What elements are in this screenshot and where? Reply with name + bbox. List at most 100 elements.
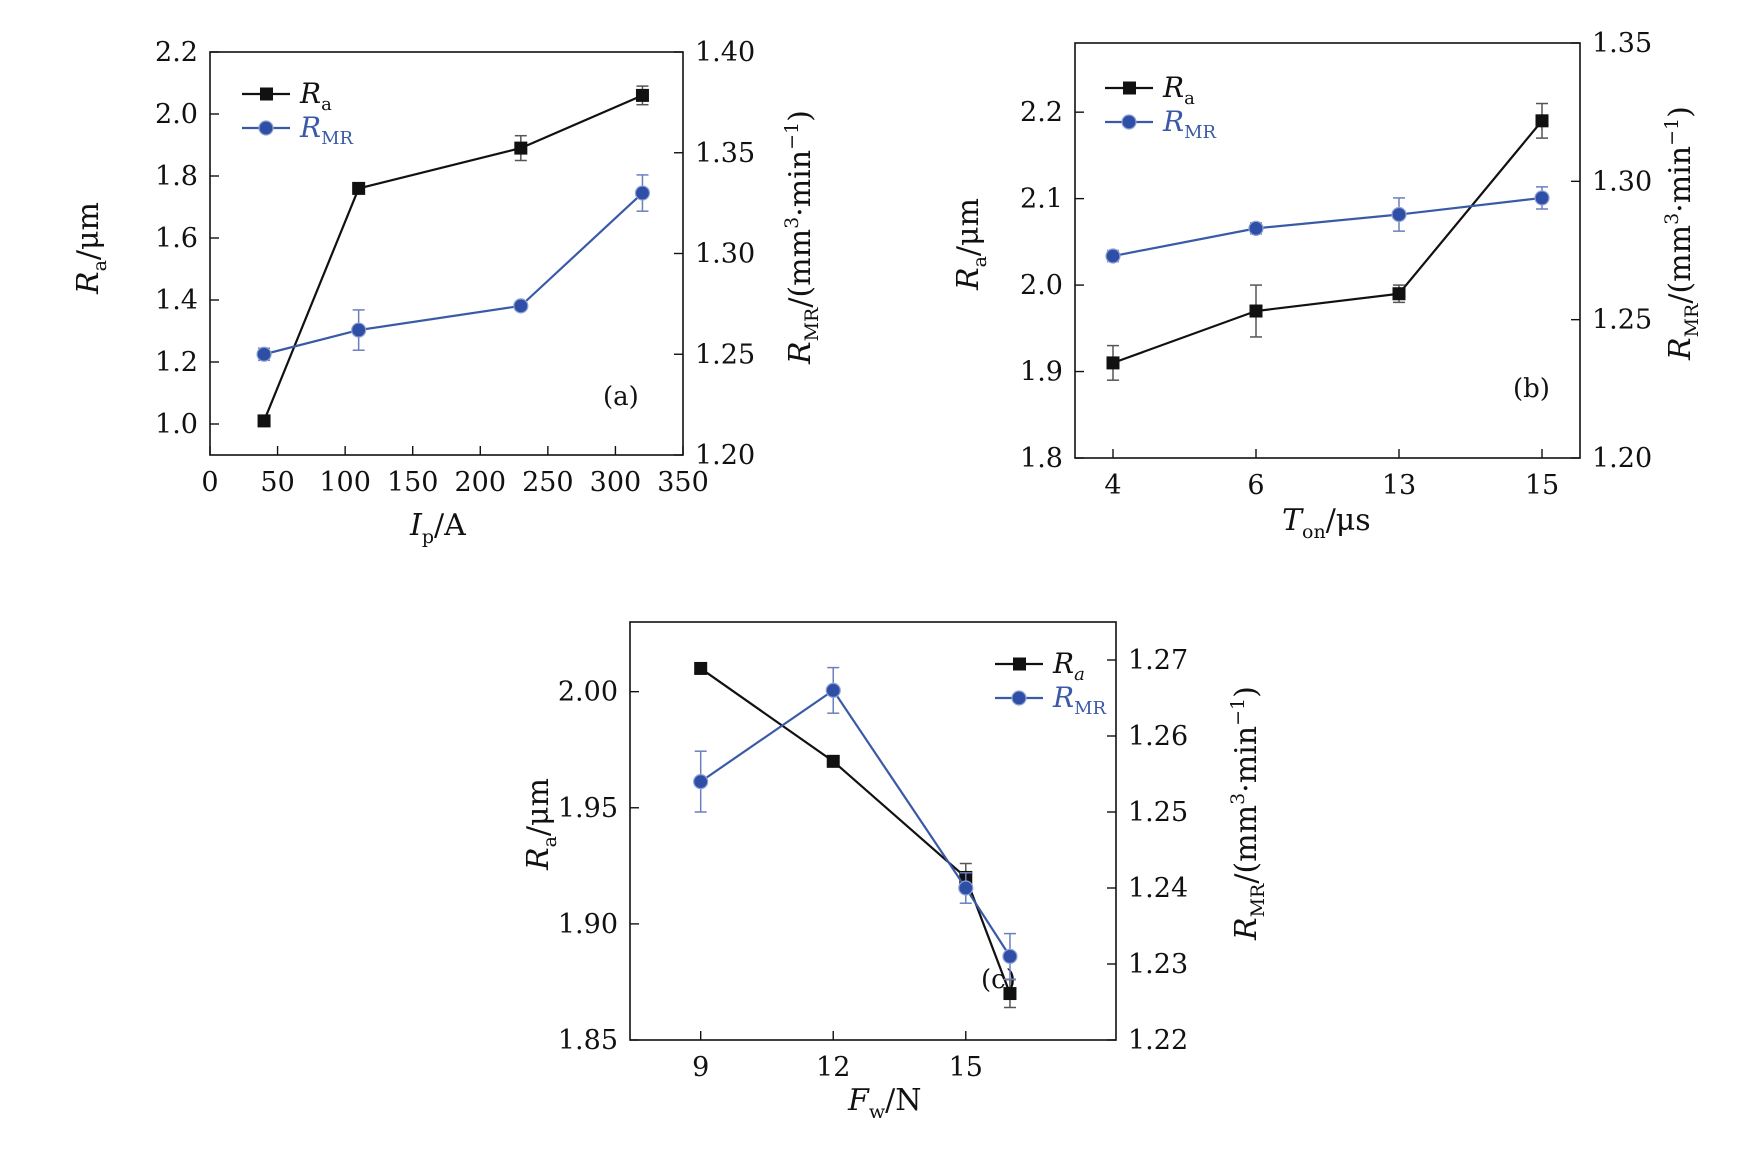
rmr-point: [958, 880, 974, 896]
legend-rmr-main: R: [1052, 681, 1074, 714]
panel-letter: (a): [603, 382, 639, 412]
x-axis-label-sub: p: [422, 526, 434, 548]
y-left-tick-label: 2.2: [155, 37, 198, 68]
y-left-tick-label: 1.90: [558, 909, 618, 940]
rmr-point: [825, 682, 841, 699]
x-axis-label: Ton/μs: [1282, 503, 1371, 543]
rmr-series-line: [263, 192, 644, 356]
ra-point: [1535, 114, 1549, 128]
ra-point: [826, 754, 840, 768]
y-right-tick-label: 1.20: [1592, 443, 1652, 474]
panel-letter: (b): [1513, 374, 1550, 404]
y-right-axis-label-sup2: −1: [1227, 698, 1249, 726]
ra-point: [257, 414, 271, 428]
y-right-axis-label-sup: 3: [1227, 793, 1249, 805]
y-left-axis-label: Ra/μm: [71, 202, 111, 295]
y-right-axis-label-sub: MR: [1681, 303, 1703, 337]
y-left-axis-label-main: R: [521, 847, 556, 871]
legend-rmr-sub: MR: [1184, 122, 1216, 143]
x-tick-label: 250: [522, 467, 574, 498]
ra-point: [635, 88, 649, 102]
ra-series-line: [1112, 120, 1543, 364]
x-axis-label-unit: /A: [434, 508, 466, 543]
ra-point: [1106, 356, 1120, 370]
y-left-tick-label: 2.0: [1020, 270, 1063, 301]
y-left-tick-label: 1.0: [155, 409, 198, 440]
x-axis-label-main: T: [1282, 503, 1304, 538]
x-tick-label: 200: [455, 467, 507, 498]
y-right-tick-label: 1.20: [695, 440, 755, 471]
legend-ra-sub: a: [1184, 88, 1195, 109]
y-left-axis-label-sub: a: [89, 260, 111, 271]
rmr-series-line: [1112, 196, 1543, 258]
y-right-axis-label-end: ): [1229, 686, 1264, 698]
y-left-axis-label-unit: /μm: [71, 202, 106, 260]
y-right-axis-label-main: R: [783, 341, 818, 365]
ra-point: [514, 141, 528, 155]
rmr-point: [1248, 220, 1264, 236]
y-right-axis-label-unit: /(mm: [1229, 805, 1264, 884]
legend-rmr-label: RMR: [299, 111, 354, 149]
y-right-axis-label-main: R: [1663, 337, 1698, 361]
x-tick-label: 6: [1247, 470, 1264, 501]
x-axis-label-main: I: [409, 508, 423, 543]
rmr-point: [256, 346, 272, 362]
legend-rmr-sub: MR: [1074, 698, 1106, 719]
y-right-tick-label: 1.23: [1128, 949, 1188, 980]
legend-rmr-marker: [1011, 690, 1027, 706]
x-axis-label-sub: on: [1302, 521, 1326, 543]
x-tick-label: 100: [319, 467, 371, 498]
y-left-tick-label: 1.85: [558, 1025, 618, 1056]
rmr-point: [634, 185, 651, 201]
chart-c: 9 12 15 1.85 1.90 1.95 2.00 1.22 1.23 1.24 1.25 1.2…: [521, 621, 1269, 1123]
y-left-tick-label: 2.0: [155, 99, 198, 130]
legend-rmr-marker: [1121, 114, 1137, 130]
y-right-axis-label-mid: ·min: [1663, 146, 1698, 213]
y-right-tick-label: 1.25: [695, 339, 755, 370]
y-right-axis-label-unit: /(mm: [783, 229, 818, 308]
y-right-axis-label-end: ): [783, 110, 818, 122]
y-right-tick-label: 1.25: [1592, 305, 1652, 336]
y-right-tick-label: 1.35: [695, 138, 755, 169]
x-tick-label: 0: [201, 467, 218, 498]
y-right-axis-label-sup2: −1: [781, 122, 803, 150]
rmr-point: [1391, 206, 1407, 223]
y-right-axis-label-sup: 3: [781, 217, 803, 229]
y-right-axis-label-unit: /(mm: [1663, 225, 1698, 304]
plot-frame: [629, 621, 1117, 1041]
legend-ra-main: R: [1052, 647, 1074, 680]
legend-ra-sub: a: [321, 94, 332, 115]
y-left-tick-label: 1.8: [155, 161, 198, 192]
legend-ra-label: Ra: [1162, 71, 1195, 109]
legend-ra-marker: [1013, 657, 1026, 671]
y-left-tick-label: 1.4: [155, 285, 198, 316]
x-tick-label: 4: [1104, 470, 1121, 501]
x-tick-label: 13: [1382, 470, 1416, 501]
y-right-tick-label: 1.40: [695, 37, 755, 68]
x-tick-label: 15: [1525, 470, 1559, 501]
y-right-axis-label-mid: ·min: [783, 150, 818, 217]
rmr-point: [693, 773, 709, 790]
chart-a: 0 50 100 150 200 250 300 350 1.0 1.2 1.4 1.6 1.8 2.0 2…: [71, 37, 823, 548]
ra-point: [694, 661, 708, 675]
y-left-tick-label: 1.8: [1020, 443, 1063, 474]
y-left-axis-label-main: R: [951, 267, 986, 291]
legend-ra-main: R: [1162, 71, 1184, 104]
y-right-axis-label: RMR/(mm3·min−1): [1227, 686, 1269, 941]
ra-series-line: [700, 667, 1011, 994]
x-tick-label: 9: [692, 1052, 709, 1083]
y-right-tick-label: 1.22: [1128, 1025, 1188, 1056]
y-left-tick-label: 1.9: [1020, 357, 1063, 388]
y-left-tick-label: 2.2: [1020, 97, 1063, 128]
x-tick-label: 50: [260, 467, 294, 498]
y-left-axis-label-main: R: [71, 271, 106, 295]
y-left-axis-label-unit: /μm: [521, 778, 556, 836]
ra-series-line: [263, 94, 643, 422]
y-right-axis-label-sub: MR: [801, 307, 823, 341]
x-axis-label: Fw/N: [847, 1083, 921, 1123]
rmr-point: [513, 298, 529, 314]
y-left-tick-label: 2.00: [558, 677, 618, 708]
y-right-tick-label: 1.24: [1128, 873, 1188, 904]
